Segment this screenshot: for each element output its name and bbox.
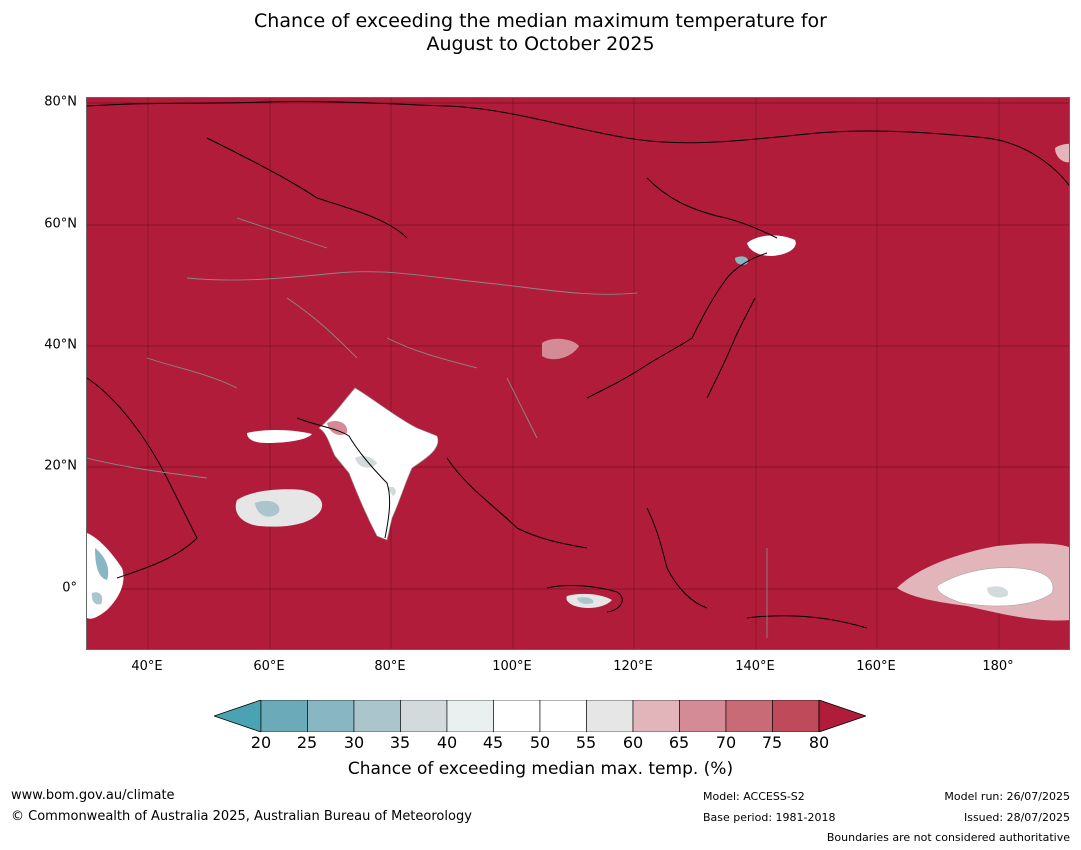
- coastlines: [87, 100, 1069, 629]
- tibet-region: [542, 338, 579, 360]
- colorbar-segment: [586, 700, 634, 732]
- title-line-2: August to October 2025: [426, 33, 655, 55]
- lat-label-0: 0°: [62, 580, 77, 596]
- colorbar-segment: [632, 700, 680, 732]
- colorbar-extend-high: [818, 700, 866, 732]
- colorbar-segment: [772, 700, 820, 732]
- lon-label-40e: 40°E: [131, 659, 163, 674]
- cb-tick-40: 40: [436, 733, 458, 752]
- map-background: [87, 98, 1069, 649]
- lat-label-80n: 80°N: [44, 94, 77, 110]
- lon-label-180: 180°: [982, 659, 1014, 674]
- footer-copyright: © Commonwealth of Australia 2025, Austra…: [11, 809, 472, 824]
- footer-model-run: Model run: 26/07/2025: [944, 790, 1070, 803]
- colorbar-segment: [679, 700, 727, 732]
- colorbar-segment: [539, 700, 587, 732]
- cb-tick-70: 70: [715, 733, 737, 752]
- lon-label-120e: 120°E: [613, 659, 653, 674]
- cb-tick-20: 20: [250, 733, 272, 752]
- lon-label-60e: 60°E: [253, 659, 285, 674]
- cb-tick-80: 80: [808, 733, 830, 752]
- cb-tick-35: 35: [389, 733, 411, 752]
- gulf-region: [247, 430, 312, 443]
- cb-tick-65: 65: [668, 733, 690, 752]
- chart-title: Chance of exceeding the median maximum t…: [0, 10, 1081, 56]
- okhotsk-region: [747, 235, 796, 256]
- lat-label-20n: 20°N: [44, 458, 77, 474]
- low-probability-areas: [87, 143, 1069, 621]
- lon-label-100e: 100°E: [492, 659, 532, 674]
- footer-disclaimer: Boundaries are not considered authoritat…: [826, 831, 1070, 844]
- cb-tick-75: 75: [761, 733, 783, 752]
- colorbar-segment: [446, 700, 494, 732]
- cb-tick-25: 25: [296, 733, 318, 752]
- lon-label-140e: 140°E: [735, 659, 775, 674]
- colorbar-extend-low: [214, 700, 262, 732]
- map-svg: [87, 98, 1069, 649]
- colorbar-label: Chance of exceeding median max. temp. (%…: [347, 759, 734, 779]
- country-borders: [87, 217, 768, 638]
- cb-tick-60: 60: [622, 733, 644, 752]
- colorbar-segment: [260, 700, 308, 732]
- map-panel: [86, 97, 1070, 650]
- colorbar-segment: [493, 700, 541, 732]
- lon-label-160e: 160°E: [856, 659, 896, 674]
- lon-label-80e: 80°E: [374, 659, 406, 674]
- cb-tick-30: 30: [343, 733, 365, 752]
- footer-base-period: Base period: 1981-2018: [703, 811, 836, 824]
- footer-website-link[interactable]: www.bom.gov.au/climate: [11, 788, 175, 803]
- colorbar: [214, 700, 866, 732]
- colorbar-segment: [353, 700, 401, 732]
- lat-label-40n: 40°N: [44, 337, 77, 353]
- title-line-1: Chance of exceeding the median maximum t…: [254, 10, 827, 32]
- colorbar-segment: [725, 700, 773, 732]
- colorbar-segment: [400, 700, 448, 732]
- colorbar-segment: [307, 700, 355, 732]
- cb-tick-45: 45: [482, 733, 504, 752]
- cb-tick-50: 50: [529, 733, 551, 752]
- footer-model: Model: ACCESS-S2: [703, 790, 805, 803]
- lat-label-60n: 60°N: [44, 216, 77, 232]
- india-region: [318, 387, 439, 541]
- footer-issued: Issued: 28/07/2025: [963, 811, 1070, 824]
- cb-tick-55: 55: [575, 733, 597, 752]
